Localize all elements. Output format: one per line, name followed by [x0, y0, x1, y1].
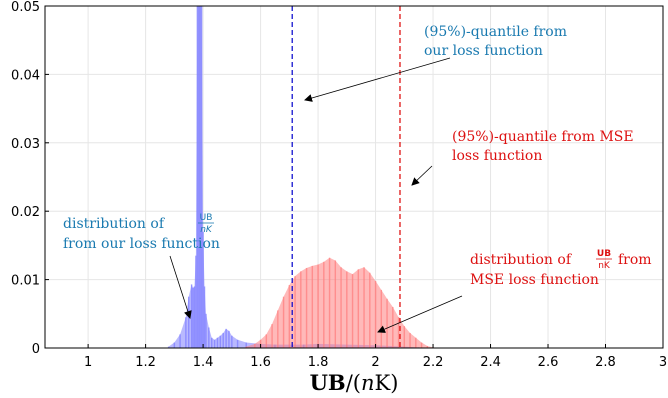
x-axis-label-italic: n	[361, 371, 375, 395]
annotation-dist-our-loss-frac-den: nK	[200, 225, 213, 235]
annotation-dist-our-loss-line2: from our loss function	[63, 236, 220, 252]
x-tick-label-9: 2.8	[595, 355, 616, 370]
plot-frame	[44, 5, 664, 349]
annotation-dist-our-loss-line1: distribution of	[63, 216, 166, 232]
x-axis-label-close: K)	[375, 371, 399, 395]
annotation-quantile-our-loss-line2: our loss function	[424, 43, 543, 59]
x-tick-label-3: 1.6	[250, 355, 271, 370]
x-tick-label-4: 1.8	[308, 355, 329, 370]
series-mse-loss-bars	[245, 257, 434, 348]
y-tick-label-2: 0.02	[11, 205, 40, 220]
y-tick-labels: 0 0.01 0.02 0.03 0.04 0.05	[11, 0, 49, 357]
x-axis-label-bold: UB	[310, 370, 346, 395]
annotation-dist-mse-frac-num: UB	[597, 249, 611, 259]
bar-series1-0	[245, 346, 247, 348]
annotation-dist-our-loss: distribution of	[63, 216, 166, 232]
x-tick-label-0: 1	[84, 355, 92, 370]
arrow-quantile-mse	[411, 165, 433, 186]
x-tick-label-8: 2.6	[538, 355, 559, 370]
annotation-quantile-mse-line2: loss function	[452, 148, 542, 164]
y-tick-label-5: 0.05	[11, 0, 40, 15]
annotation-dist-mse-from: from	[618, 252, 652, 268]
annotation-dist-mse-frac-den: nK	[598, 261, 611, 271]
annotation-dist-mse-line1: distribution of	[470, 252, 573, 268]
annotation-dist-mse-line2: MSE loss function	[470, 272, 599, 288]
x-tick-label-2: 1.4	[193, 355, 214, 370]
x-tick-label-6: 2.2	[423, 355, 444, 370]
arrow-dist-mse	[377, 295, 463, 333]
series-our-loss-bars	[167, 6, 420, 348]
y-tick-label-3: 0.03	[11, 137, 40, 152]
x-tick-label-10: 3	[659, 355, 667, 370]
annotation-quantile-our-loss: (95%)-quantile from our loss function	[424, 24, 571, 59]
x-tick-label-5: 2	[371, 355, 379, 370]
x-tick-label-7: 2.4	[480, 355, 501, 370]
annotation-quantile-our-loss-line1: (95%)-quantile from	[424, 24, 567, 40]
annotation-dist-mse: distribution of	[470, 252, 573, 268]
x-axis-label-open: /(	[346, 371, 361, 395]
arrow-quantile-our-loss	[304, 57, 451, 102]
area-series0	[168, 6, 419, 348]
y-tick-label-0: 0	[32, 342, 40, 357]
x-tick-label-1: 1.2	[135, 355, 156, 370]
quantile-lines	[291, 6, 401, 348]
area-series1	[246, 257, 434, 348]
arrow-dist-our-loss	[169, 255, 192, 319]
annotation-quantile-mse: (95%)-quantile from MSE loss function	[452, 129, 638, 164]
y-tick-label-4: 0.04	[11, 68, 40, 83]
annotation-quantile-mse-line1: (95%)-quantile from MSE	[452, 129, 634, 145]
annotation-dist-our-loss-frac-num: UB	[200, 213, 213, 223]
x-tick-labels: 1 1.2 1.4 1.6 1.8 2 2.2 2.4 2.6 2.8 3	[84, 344, 667, 370]
x-axis-label: UB/(nK)	[310, 370, 399, 395]
y-tick-label-1: 0.01	[11, 274, 40, 289]
